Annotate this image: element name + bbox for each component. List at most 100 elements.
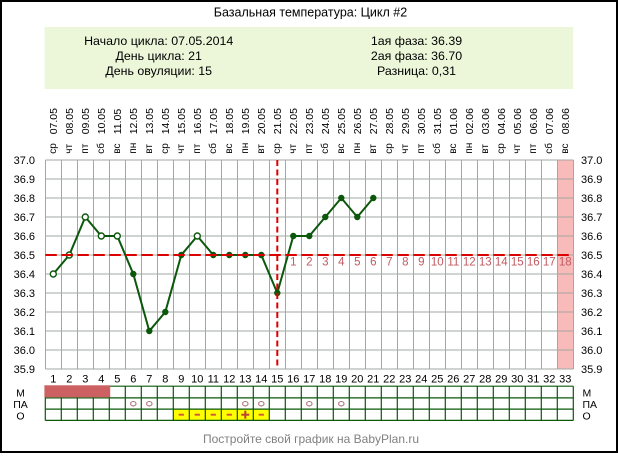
svg-text:04.06: 04.06	[496, 108, 508, 134]
svg-text:1: 1	[50, 374, 56, 386]
svg-text:М: М	[583, 387, 592, 399]
svg-text:1: 1	[290, 257, 296, 269]
svg-text:36.8: 36.8	[581, 193, 602, 205]
svg-text:11.05: 11.05	[112, 109, 124, 135]
svg-text:36.6: 36.6	[14, 231, 35, 243]
svg-text:20: 20	[351, 374, 363, 386]
svg-text:ср: ср	[384, 143, 395, 154]
svg-text:пт: пт	[416, 143, 427, 153]
svg-text:5: 5	[114, 374, 120, 386]
svg-text:12.05: 12.05	[128, 108, 140, 134]
svg-text:11: 11	[447, 257, 459, 269]
svg-text:сб: сб	[207, 143, 219, 154]
svg-text:8: 8	[402, 257, 408, 269]
svg-text:14: 14	[255, 374, 267, 386]
svg-text:вс: вс	[560, 143, 571, 153]
svg-text:14: 14	[495, 257, 508, 269]
svg-text:ср: ср	[272, 143, 283, 154]
svg-text:33: 33	[559, 374, 571, 386]
svg-text:Базальная температура: Цикл #2: Базальная температура: Цикл #2	[214, 6, 407, 20]
svg-text:сб: сб	[95, 143, 107, 154]
svg-text:29: 29	[495, 374, 507, 386]
svg-text:вт: вт	[480, 144, 491, 154]
svg-text:37.0: 37.0	[581, 155, 602, 167]
svg-text:19: 19	[335, 374, 347, 386]
svg-text:2ая фаза: 36.70: 2ая фаза: 36.70	[371, 49, 462, 63]
svg-text:4: 4	[338, 257, 345, 269]
svg-text:пн: пн	[464, 143, 475, 154]
svg-text:чт: чт	[512, 143, 523, 153]
svg-text:пн: пн	[128, 143, 139, 154]
svg-text:36.0: 36.0	[581, 345, 602, 357]
svg-text:вт: вт	[144, 144, 155, 154]
svg-text:02.06: 02.06	[464, 108, 476, 134]
svg-text:03.06: 03.06	[480, 108, 492, 134]
svg-text:17: 17	[303, 374, 315, 386]
svg-text:17: 17	[543, 257, 556, 269]
svg-text:18: 18	[559, 257, 572, 269]
svg-text:пн: пн	[240, 143, 251, 154]
svg-text:36.2: 36.2	[14, 307, 35, 319]
svg-text:вт: вт	[256, 144, 267, 154]
svg-text:Начало цикла: 07.05.2014: Начало цикла: 07.05.2014	[84, 34, 233, 48]
svg-text:36.2: 36.2	[581, 307, 602, 319]
svg-text:4: 4	[98, 374, 104, 386]
svg-text:вс: вс	[336, 143, 347, 153]
svg-text:23.05: 23.05	[304, 108, 316, 134]
svg-text:36.1: 36.1	[581, 326, 602, 338]
svg-text:М: М	[16, 387, 25, 399]
svg-text:2: 2	[306, 257, 312, 269]
svg-text:День овуляции: 15: День овуляции: 15	[105, 64, 212, 78]
svg-text:10.05: 10.05	[96, 108, 108, 134]
svg-text:36.3: 36.3	[581, 288, 602, 300]
svg-text:6: 6	[370, 257, 376, 269]
svg-text:2: 2	[66, 374, 72, 386]
svg-text:35.9: 35.9	[581, 364, 602, 376]
svg-text:6: 6	[130, 374, 136, 386]
svg-text:вт: вт	[368, 144, 379, 154]
svg-text:37.0: 37.0	[14, 155, 35, 167]
svg-text:11: 11	[208, 374, 219, 386]
svg-text:чт: чт	[288, 143, 299, 153]
svg-text:пт: пт	[528, 143, 539, 153]
svg-text:36.4: 36.4	[14, 269, 35, 281]
svg-text:07.06: 07.06	[544, 108, 556, 134]
svg-text:19.05: 19.05	[240, 108, 252, 134]
svg-text:31: 31	[527, 374, 539, 386]
svg-text:18: 18	[319, 374, 331, 386]
svg-text:36.8: 36.8	[14, 193, 35, 205]
svg-text:ср: ср	[48, 143, 59, 154]
svg-text:21.05: 21.05	[272, 108, 284, 134]
svg-text:О: О	[583, 410, 591, 422]
svg-text:пт: пт	[192, 143, 203, 153]
svg-text:16: 16	[527, 257, 540, 269]
svg-text:30: 30	[511, 374, 523, 386]
svg-text:9: 9	[178, 374, 184, 386]
svg-text:сб: сб	[543, 143, 555, 154]
svg-text:24: 24	[415, 374, 427, 386]
svg-text:07.05: 07.05	[48, 108, 60, 134]
svg-text:вс: вс	[448, 143, 459, 153]
svg-text:13.05: 13.05	[144, 108, 156, 134]
svg-text:26: 26	[447, 374, 459, 386]
svg-text:7: 7	[386, 257, 392, 269]
svg-text:чт: чт	[400, 143, 411, 153]
svg-text:вс: вс	[112, 143, 123, 153]
svg-text:05.06: 05.06	[512, 108, 524, 134]
svg-text:36.5: 36.5	[581, 250, 602, 262]
svg-text:10: 10	[431, 257, 444, 269]
svg-text:31.05: 31.05	[432, 108, 444, 134]
svg-text:сб: сб	[319, 143, 331, 154]
svg-text:13: 13	[239, 374, 251, 386]
svg-text:25.05: 25.05	[336, 108, 348, 134]
svg-text:08.06: 08.06	[560, 108, 572, 134]
svg-text:ср: ср	[160, 143, 171, 154]
svg-text:ср: ср	[496, 143, 507, 154]
svg-text:День цикла: 21: День цикла: 21	[116, 49, 202, 63]
svg-text:36.9: 36.9	[14, 174, 35, 186]
svg-text:пт: пт	[304, 143, 315, 153]
svg-text:16.05: 16.05	[192, 108, 204, 134]
svg-text:3: 3	[322, 257, 328, 269]
svg-text:14.05: 14.05	[160, 108, 172, 134]
svg-text:35.9: 35.9	[14, 364, 35, 376]
